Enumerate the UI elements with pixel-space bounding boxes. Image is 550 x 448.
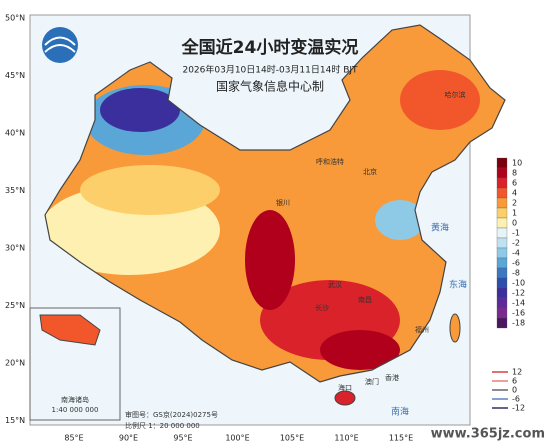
lat-label: 20°N bbox=[5, 359, 25, 368]
city-label: 呼和浩特 bbox=[316, 157, 344, 166]
legend-label: -18 bbox=[512, 319, 525, 328]
contour-label: 0 bbox=[512, 386, 517, 395]
watermark: www.365jz.com bbox=[431, 427, 545, 442]
legend-swatch bbox=[496, 307, 508, 319]
city-label: 长沙 bbox=[315, 303, 329, 312]
hainan bbox=[334, 390, 356, 406]
legend-swatch bbox=[496, 217, 508, 229]
field-patch bbox=[375, 200, 425, 240]
legend-swatch bbox=[496, 177, 508, 189]
legend-swatch bbox=[496, 267, 508, 279]
legend-label: -14 bbox=[512, 299, 525, 308]
field-patch bbox=[100, 88, 180, 132]
contour-label: -12 bbox=[512, 404, 525, 413]
city-label: 海口 bbox=[338, 383, 352, 392]
lat-label: 50°N bbox=[5, 14, 25, 23]
legend-swatch bbox=[496, 207, 508, 219]
legend-swatch bbox=[496, 187, 508, 199]
legend-label: -4 bbox=[512, 249, 520, 258]
legend-swatch bbox=[496, 197, 508, 209]
legend-swatch bbox=[496, 257, 508, 269]
sea-label: 东海 bbox=[449, 279, 467, 291]
lon-label: 100°E bbox=[225, 434, 249, 443]
legend-label: -8 bbox=[512, 269, 520, 278]
field-patch bbox=[245, 210, 295, 310]
legend-swatch bbox=[496, 317, 508, 329]
city-label: 武汉 bbox=[328, 280, 342, 289]
legend-label: 2 bbox=[512, 199, 517, 208]
lat-label: 45°N bbox=[5, 71, 25, 80]
country-border bbox=[44, 24, 506, 383]
city-label: 南昌 bbox=[358, 295, 372, 304]
legend-label: -10 bbox=[512, 279, 525, 288]
inset-land bbox=[39, 314, 101, 346]
field-patch bbox=[320, 330, 400, 370]
sea-label: 黄海 bbox=[431, 222, 449, 234]
legend-swatch bbox=[496, 287, 508, 299]
lon-label: 105°E bbox=[280, 434, 304, 443]
lon-label: 115°E bbox=[389, 434, 413, 443]
lon-label: 90°E bbox=[119, 434, 138, 443]
inset-label: 南海诸岛 bbox=[61, 395, 89, 404]
lat-label: 25°N bbox=[5, 301, 25, 310]
field-patch bbox=[80, 165, 220, 215]
legend-label: -2 bbox=[512, 239, 520, 248]
city-label: 澳门 bbox=[365, 377, 379, 386]
lon-label: 110°E bbox=[334, 434, 358, 443]
legend-label: 8 bbox=[512, 169, 517, 178]
city-label: 香港 bbox=[385, 373, 399, 382]
contour-label: -6 bbox=[512, 395, 520, 404]
agency: 国家气象信息中心制 bbox=[216, 79, 324, 94]
legend-label: -1 bbox=[512, 229, 520, 238]
logo-mark bbox=[44, 36, 76, 53]
legend-swatch bbox=[496, 157, 508, 169]
lon-label: 95°E bbox=[173, 434, 192, 443]
legend-swatch bbox=[496, 277, 508, 289]
lat-label: 30°N bbox=[5, 244, 25, 253]
legend-label: 1 bbox=[512, 209, 517, 218]
contour-label: 12 bbox=[512, 368, 522, 377]
subtitle: 2026年03月10日14时-03月11日14时 BJT bbox=[182, 64, 358, 76]
lat-label: 35°N bbox=[5, 186, 25, 195]
legend-swatch bbox=[496, 237, 508, 249]
field-patch bbox=[400, 70, 480, 130]
legend-swatch bbox=[496, 167, 508, 179]
city-label: 北京 bbox=[363, 167, 377, 176]
contour-label: 6 bbox=[512, 377, 517, 386]
legend-label: 4 bbox=[512, 189, 517, 198]
taiwan bbox=[449, 313, 461, 343]
scale: 比例尺 1：20 000 000 bbox=[125, 421, 200, 430]
legend-swatch bbox=[496, 297, 508, 309]
city-label: 哈尔滨 bbox=[445, 90, 466, 99]
legend-label: -12 bbox=[512, 289, 525, 298]
sea-label: 南海 bbox=[391, 406, 409, 418]
legend-label: 0 bbox=[512, 219, 517, 228]
title: 全国近24小时变温实况 bbox=[181, 37, 359, 58]
city-label: 银川 bbox=[276, 198, 290, 207]
lon-label: 85°E bbox=[64, 434, 83, 443]
legend-swatch bbox=[496, 227, 508, 239]
legend-label: 10 bbox=[512, 159, 522, 168]
inset-scale: 1:40 000 000 bbox=[52, 406, 99, 414]
city-label: 福州 bbox=[415, 325, 429, 334]
legend-swatch bbox=[496, 247, 508, 259]
legend-label: -6 bbox=[512, 259, 520, 268]
lat-label: 40°N bbox=[5, 129, 25, 138]
legend-label: -16 bbox=[512, 309, 525, 318]
review-number: 审图号：GS京(2024)0275号 bbox=[125, 410, 218, 419]
legend-label: 6 bbox=[512, 179, 517, 188]
lat-label: 15°N bbox=[5, 416, 25, 425]
